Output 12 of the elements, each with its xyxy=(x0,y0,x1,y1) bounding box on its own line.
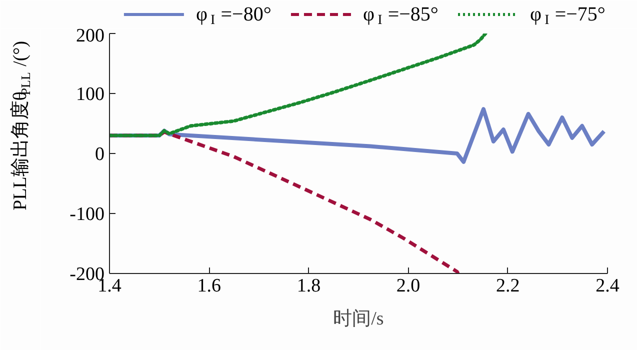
x-axis-title: 时间/s xyxy=(333,308,384,330)
x-tick-label: 1.8 xyxy=(296,276,321,296)
line-series xyxy=(110,34,488,138)
x-tick-label: 2.4 xyxy=(596,276,620,296)
x-tick-label: 2.2 xyxy=(496,276,520,296)
x-tick-label: 1.6 xyxy=(197,276,221,296)
x-tick-label: 2.0 xyxy=(396,276,420,296)
y-tick-label: 100 xyxy=(76,84,104,105)
y-tick-label: -100 xyxy=(70,204,104,225)
y-tick-label: 0 xyxy=(95,144,104,165)
line-series xyxy=(110,130,460,274)
y-tick-label: 200 xyxy=(76,26,104,46)
